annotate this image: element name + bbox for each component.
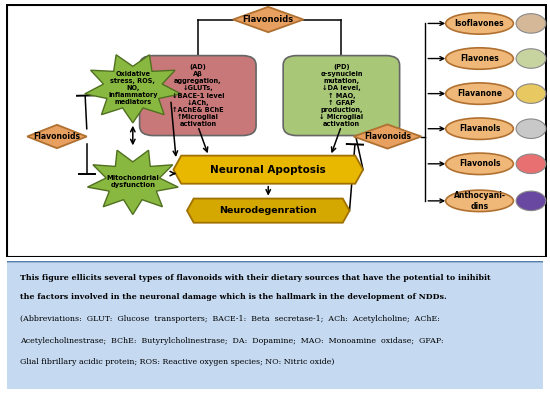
Text: Neurodegenration: Neurodegenration <box>219 206 317 215</box>
Ellipse shape <box>446 153 513 174</box>
FancyBboxPatch shape <box>7 5 546 257</box>
Text: Flavonols: Flavonols <box>459 159 500 168</box>
Text: Isoflavones: Isoflavones <box>455 19 504 28</box>
Text: Glial fibrillary acidic protein; ROS: Reactive oxygen species; NO: Nitric oxide): Glial fibrillary acidic protein; ROS: Re… <box>20 358 334 366</box>
Text: the factors involved in the neuronal damage which is the hallmark in the develop: the factors involved in the neuronal dam… <box>20 293 447 301</box>
Ellipse shape <box>446 83 513 105</box>
Polygon shape <box>187 198 349 223</box>
Text: Flavonoids: Flavonoids <box>34 132 80 141</box>
FancyBboxPatch shape <box>140 55 256 136</box>
Text: Flavonoids: Flavonoids <box>243 15 294 24</box>
Text: Flavonoids: Flavonoids <box>364 132 411 141</box>
Ellipse shape <box>446 48 513 69</box>
Text: Neuronal Apoptosis: Neuronal Apoptosis <box>210 165 326 174</box>
Text: Flavanols: Flavanols <box>459 124 500 133</box>
Ellipse shape <box>446 190 513 211</box>
FancyBboxPatch shape <box>283 55 400 136</box>
Text: (PD)
α-synuclein
mutation,
↓DA level,
↑ MAO,
↑ GFAP
production,
↓ Microglial
act: (PD) α-synuclein mutation, ↓DA level, ↑ … <box>320 64 364 127</box>
Text: Flavanone: Flavanone <box>457 89 502 98</box>
Polygon shape <box>233 7 304 32</box>
Polygon shape <box>354 125 421 149</box>
Text: This figure ellicits several types of flavonoids with their dietary sources that: This figure ellicits several types of fl… <box>20 274 491 282</box>
Text: Anthocyani-
dins: Anthocyani- dins <box>454 191 505 211</box>
Polygon shape <box>27 125 87 148</box>
Ellipse shape <box>516 84 546 103</box>
Ellipse shape <box>516 119 546 138</box>
Polygon shape <box>85 55 181 123</box>
Text: Mitochondrial
dysfunction: Mitochondrial dysfunction <box>107 175 159 188</box>
Text: (Abbreviations:  GLUT:  Glucose  transporters;  BACE-1:  Beta  secretase-1;  ACh: (Abbreviations: GLUT: Glucose transporte… <box>20 315 440 323</box>
Text: Acetylecholinestrase;  BChE:  Butyrylcholinestrase;  DA:  Dopamine;  MAO:  Monoa: Acetylecholinestrase; BChE: Butyrylcholi… <box>20 336 443 345</box>
Text: Oxidative
stress, ROS,
NO,
inflammatory
mediators: Oxidative stress, ROS, NO, inflammatory … <box>108 71 157 105</box>
Polygon shape <box>173 156 363 184</box>
Ellipse shape <box>446 118 513 140</box>
Ellipse shape <box>516 191 546 211</box>
Text: (AD)
Aβ
aggregation,
↓GLUTs,
↓BACE-1 level
↓ACh,
↑AChE& BChE
↑Microglial
activat: (AD) Aβ aggregation, ↓GLUTs, ↓BACE-1 lev… <box>172 64 224 127</box>
Ellipse shape <box>516 49 546 68</box>
Polygon shape <box>87 150 178 215</box>
Ellipse shape <box>516 154 546 174</box>
Ellipse shape <box>516 14 546 33</box>
Ellipse shape <box>446 13 513 34</box>
Text: Flavones: Flavones <box>460 54 499 63</box>
FancyBboxPatch shape <box>0 261 550 390</box>
